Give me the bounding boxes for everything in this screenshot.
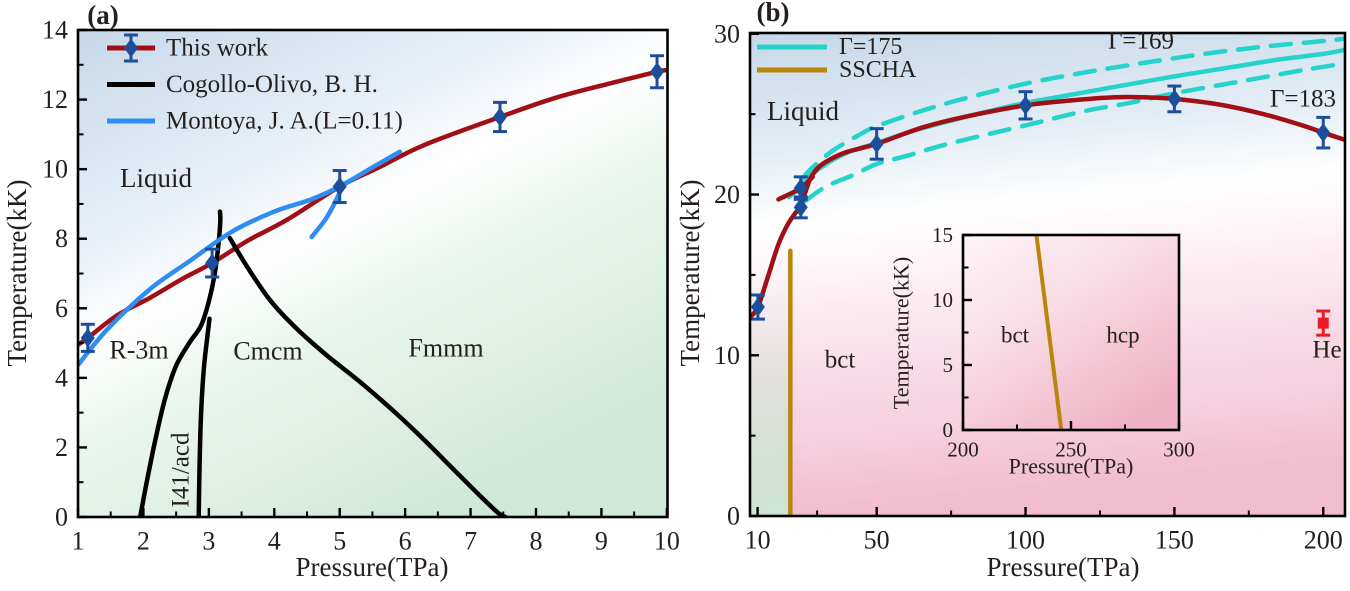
region-label-hcp: hcp [1106,323,1139,348]
region-label-183: Γ=183 [1270,86,1336,113]
data-point-diamond [80,328,95,348]
curve-cogollo-olivo-b-h-2 [227,235,508,517]
data-point-diamond [869,134,884,154]
x-tick-label: 300 [1163,437,1195,461]
markers-he [1316,309,1331,337]
y-tick-label: 0 [943,418,954,442]
x-tick-label: 1 [72,526,85,555]
x-tick-label: 10 [654,526,680,555]
data-point-diamond [650,62,665,82]
y-axis-title: Temperature(kK) [889,257,914,409]
x-axis-title: Pressure(TPa) [987,552,1140,582]
panel-inset-series [1034,235,1064,430]
y-tick-label: 10 [714,341,740,370]
legend-label-sscha: SSCHA [839,57,917,83]
region-label-liquid: Liquid [120,163,192,193]
y-tick-label: 15 [932,223,953,247]
y-tick-label: 30 [714,19,740,48]
data-point-diamond [205,253,220,273]
x-tick-label: 5 [333,526,346,555]
x-axis-title: Pressure(TPa) [1009,454,1134,479]
data-point-diamond [1316,123,1331,143]
markers-this-work [80,54,665,353]
curve-montoya-j-a-l-0-11 [78,149,403,368]
x-tick-label: 3 [202,526,215,555]
y-tick-label: 5 [943,353,954,377]
x-tick-label: 8 [529,526,542,555]
panel-inset: 200 250 300 0 5 10 15 Pressure(TPa) Temperature(… [889,223,1195,479]
x-tick-label: 6 [399,526,412,555]
panel-inset-ticks: 200 250 300 0 5 10 15 [932,223,1195,461]
data-point-diamond [793,178,808,198]
y-tick-label: 10 [42,155,68,184]
legend-label-this-work: This work [166,35,269,62]
x-tick-label: 200 [947,437,979,461]
x-tick-label: 2 [137,526,150,555]
markers-this-work [750,84,1331,321]
panel-a-legend: This work Cogollo-Olivo, B. H. Montoya, J.… [107,33,403,135]
legend-sample-diamond [124,38,138,58]
x-tick-label: 7 [464,526,477,555]
curve-cogollo-olivo-b-h-1 [196,316,212,517]
panel-inset-background [963,235,1179,430]
data-point-diamond [1018,95,1033,115]
region-label-169: Γ=169 [1108,28,1174,55]
legend-label-cogollo-olivo-b-h: Cogollo-Olivo, B. H. [166,71,378,98]
region-label-i41-acd: I41/acd [168,432,195,507]
panel-a-background [78,30,668,517]
legend-label-175: Γ=175 [839,34,902,60]
x-tick-label: 100 [1006,525,1045,554]
data-point-diamond [1167,89,1182,109]
region-label-bct: bct [825,347,856,374]
data-point-diamond [332,177,347,197]
curve-183 [802,61,1345,204]
curve-169 [800,36,1345,181]
y-tick-label: 2 [55,433,68,462]
data-point-diamond [493,107,508,127]
x-tick-label: 10 [745,525,771,554]
y-tick-label: 8 [55,224,68,253]
y-tick-label: 6 [55,294,68,323]
y-tick-label: 4 [55,363,68,392]
curve-sscha [1034,235,1064,430]
region-label-he: He [1312,337,1341,364]
panel-a: 1 2 3 4 5 6 7 8 9 1002468101214Pressure(TPa)Tempe… [2,0,680,582]
y-tick-label: 12 [42,85,68,114]
y-tick-label: 0 [55,503,68,532]
y-axis-title: Temperature(kK) [2,179,32,366]
data-point-diamond [750,297,765,317]
region-label-cmcm: Cmcm [233,337,302,366]
x-tick-label: 9 [595,526,608,555]
y-tick-label: 20 [714,180,740,209]
region-label-bct: bct [1001,323,1030,348]
x-tick-label: 250 [1055,437,1087,461]
x-tick-label: 50 [864,525,890,554]
region-label-liquid: Liquid [767,96,839,126]
region-label-r-3m: R-3m [109,336,168,365]
x-axis-title: Pressure(TPa) [296,552,449,582]
y-tick-label: 0 [727,502,740,531]
y-tick-label: 14 [42,16,68,45]
x-tick-label: 4 [268,526,281,555]
x-tick-label: 200 [1304,525,1343,554]
y-tick-label: 10 [932,288,953,312]
legend-label-montoya-j-a-l-0-11: Montoya, J. A.(L=0.11) [166,108,403,135]
region-label-fmmm: Fmmm [408,334,483,363]
panel-letter-a: (a) [87,0,118,30]
y-axis-title: Temperature(kK) [675,179,705,366]
x-tick-label: 150 [1155,525,1194,554]
panel-letter-b: (b) [757,0,790,27]
data-point-square [1317,317,1329,329]
data-point-diamond [793,197,808,217]
